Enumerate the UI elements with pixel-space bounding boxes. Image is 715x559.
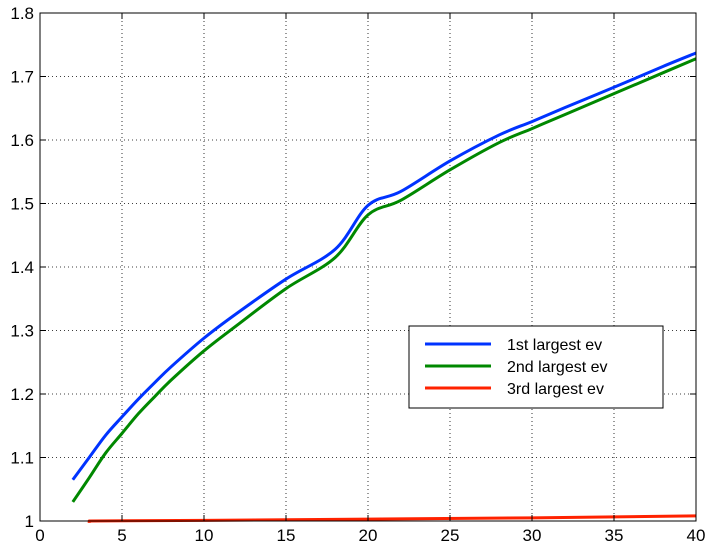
y-tick-label: 1.1	[10, 449, 34, 468]
x-tick-label: 0	[35, 526, 44, 545]
y-tick-label: 1.7	[10, 68, 34, 87]
legend: 1st largest ev 2nd largest ev 3rd largest …	[408, 325, 664, 409]
x-tick-label: 35	[605, 526, 624, 545]
legend-label-1: 1st largest ev	[507, 337, 602, 354]
x-tick-label: 30	[523, 526, 542, 545]
series-line-1	[71, 51, 697, 481]
legend-label-2: 2nd largest ev	[507, 359, 608, 376]
x-tick-label: 15	[277, 526, 296, 545]
grid	[40, 13, 696, 521]
y-tick-label: 1.8	[10, 4, 34, 23]
legend-label-3: 3rd largest ev	[507, 381, 604, 398]
x-tick-label: 20	[359, 526, 378, 545]
y-tick-label: 1	[25, 512, 34, 531]
y-tick-label: 1.5	[10, 195, 34, 214]
y-tick-label: 1.4	[10, 258, 34, 277]
y-tick-label: 1.3	[10, 322, 34, 341]
series-line-2	[71, 57, 697, 503]
ticks: 0 5 10 15 20 25 30 35 40 1 1.1 1.2 1.3 1.4 1.5 1.6 1.7 1.…	[10, 4, 705, 545]
y-tick-label: 1.2	[10, 385, 34, 404]
x-tick-label: 5	[117, 526, 126, 545]
x-tick-label: 25	[441, 526, 460, 545]
y-tick-label: 1.6	[10, 131, 34, 150]
x-tick-label: 40	[687, 526, 706, 545]
x-tick-label: 10	[195, 526, 214, 545]
